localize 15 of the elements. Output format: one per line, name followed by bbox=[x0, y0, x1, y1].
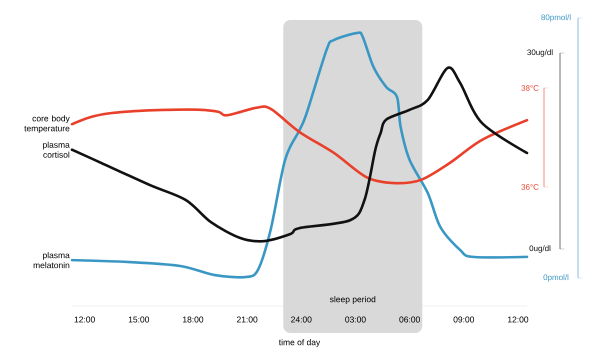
x-tick-label: 21:00 bbox=[236, 316, 258, 323]
x-tick-label: 24:00 bbox=[291, 316, 312, 323]
x-tick-label: 12:00 bbox=[74, 316, 95, 323]
line-series bbox=[70, 105, 528, 184]
series-label: core body temperature bbox=[24, 115, 70, 134]
x-axis-title: time of day bbox=[278, 339, 320, 347]
x-tick-label: 15:00 bbox=[128, 316, 150, 323]
x-tick-label: 09:00 bbox=[454, 316, 474, 323]
band-label: sleep period bbox=[330, 296, 376, 304]
x-tick-label: 12:00 bbox=[508, 316, 528, 323]
x-tick-label: 03:00 bbox=[345, 316, 366, 323]
series-label: plasma cortisol bbox=[43, 142, 70, 158]
x-tick-label: 18:00 bbox=[183, 316, 204, 323]
series-label: plasma melatonin bbox=[34, 252, 70, 268]
x-tick-label: 06:00 bbox=[399, 316, 420, 323]
